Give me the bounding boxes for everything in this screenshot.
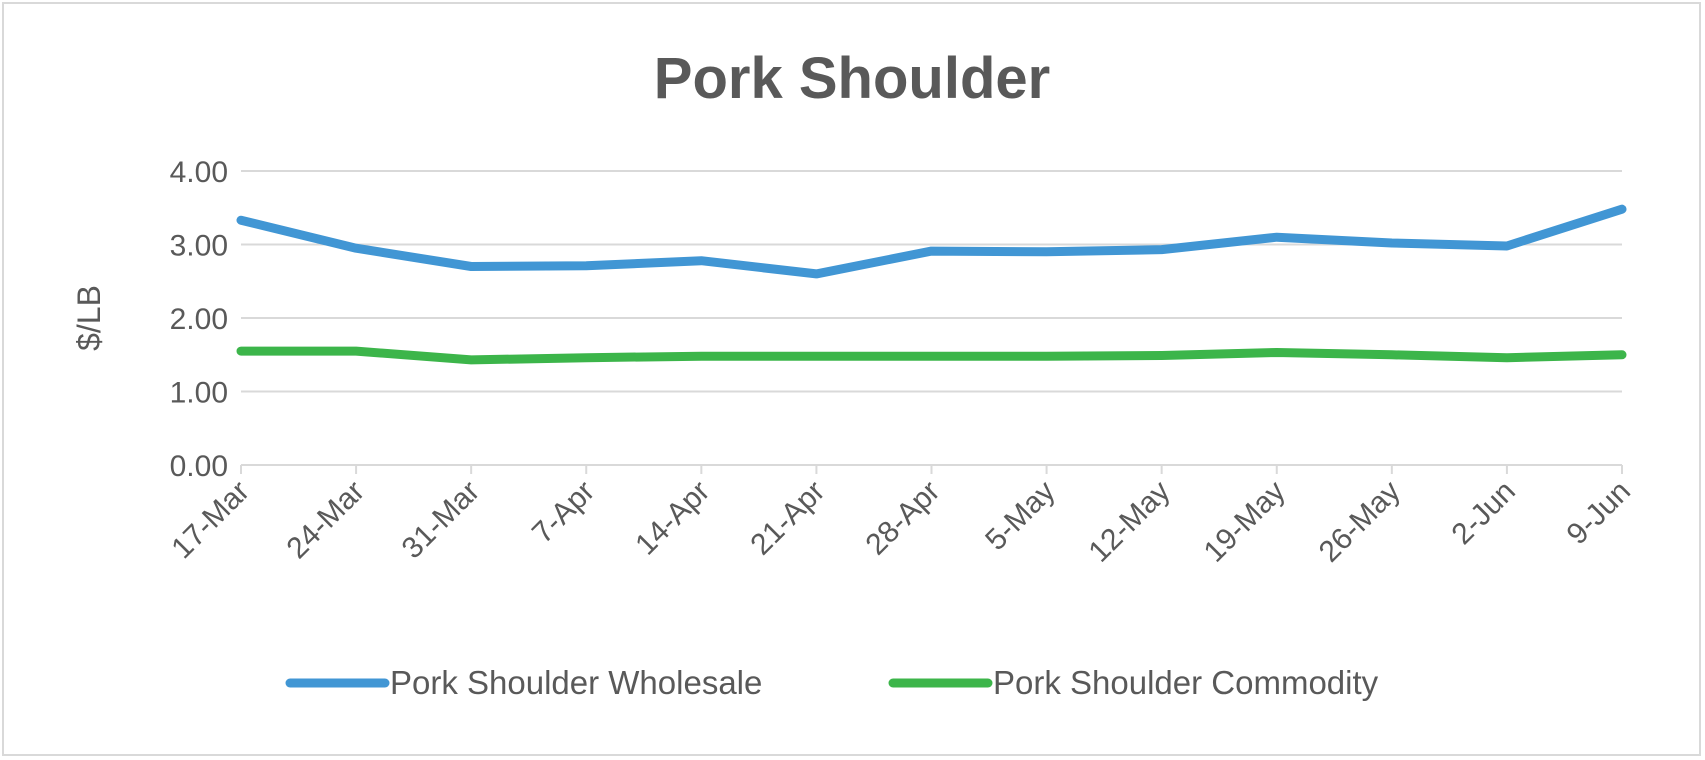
legend: Pork Shoulder Wholesale Pork Shoulder Com… [285, 664, 1379, 701]
y-axis-label: $/LB [71, 285, 107, 351]
x-tick-label: 31-Mar [396, 475, 487, 566]
x-tick-labels: 17-Mar 24-Mar 31-Mar 7-Apr 14-Apr 21-Apr 28-Ap… [165, 475, 1637, 569]
legend-label: Pork Shoulder Wholesale [390, 664, 762, 701]
x-tick-label: 14-Apr [629, 475, 716, 562]
y-tick-label: 1.00 [170, 377, 228, 410]
gridlines [241, 170, 1622, 393]
x-tick-label: 19-May [1198, 475, 1292, 569]
legend-label: Pork Shoulder Commodity [993, 664, 1379, 701]
x-tick-label: 12-May [1083, 475, 1177, 569]
y-tick-label: 4.00 [170, 156, 228, 189]
y-tick-label: 3.00 [170, 230, 228, 263]
chart-title: Pork Shoulder [654, 46, 1050, 111]
y-tick-label: 0.00 [170, 450, 228, 483]
y-tick-labels: 0.00 1.00 2.00 3.00 4.00 [170, 156, 228, 483]
x-tick-label: 2-Jun [1445, 475, 1521, 551]
x-tick-label: 17-Mar [165, 475, 256, 566]
series-lines [236, 204, 1627, 365]
series-line [236, 204, 1627, 279]
x-tick-label: 24-Mar [281, 475, 372, 566]
x-tick-label: 28-Apr [859, 475, 946, 562]
x-tick-label: 5-May [979, 475, 1061, 557]
x-tick-label: 26-May [1313, 475, 1407, 569]
series-line [236, 346, 1627, 365]
x-tick-label: 21-Apr [744, 475, 831, 562]
y-tick-label: 2.00 [170, 303, 228, 336]
x-tick-label: 7-Apr [526, 475, 601, 550]
x-tick-label: 9-Jun [1561, 475, 1637, 551]
x-axis [240, 464, 1623, 474]
